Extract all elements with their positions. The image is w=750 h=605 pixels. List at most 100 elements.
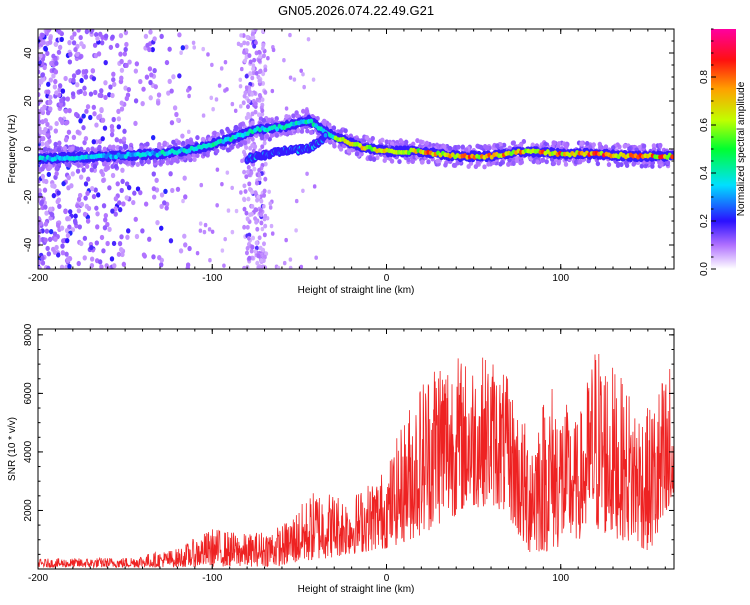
spectrogram-halo-point [85,147,91,153]
spectrogram-noise-point [46,89,51,95]
spectrogram-noise-point [250,203,255,209]
spectrogram-halo-point [84,163,90,169]
spectrogram-noise-point [191,40,196,45]
spectrogram-noise-point [253,101,258,107]
spectrogram-noise-point [60,250,66,256]
spectrogram-noise-point [79,146,84,152]
spectrogram-noise-point [117,241,123,247]
spectrogram-noise-point [253,40,258,46]
spectrogram-noise-point [91,104,97,110]
spectrogram-noise-point [126,185,132,191]
spectrogram-noise-point [89,262,95,269]
spectrogram-noise-point [271,47,276,53]
spectrogram-noise-point [76,196,82,203]
spectrogram-noise-point [53,78,58,85]
spectrogram-noise-point [75,129,80,135]
spectrogram-noise-point [257,172,262,178]
spectrogram-noise-point [47,99,53,106]
spectrogram-noise-point [258,68,263,74]
spectrogram-noise-point [108,84,113,90]
spectrogram-noise-point [140,101,145,107]
spectrogram-noise-point [292,77,297,82]
spectrogram-noise-point [259,220,264,226]
spectrogram-noise-point [256,265,261,269]
spectrogram-halo-point [531,159,536,165]
spectrogram-noise-point [42,187,48,193]
spectrogram-noise-point [103,94,108,101]
spectrogram-noise-point [261,241,266,247]
spectrogram-noise-point [141,252,147,258]
snr-x-tick-label: -200 [28,573,48,584]
spectrogram-noise-point [82,85,87,91]
spectrogram-noise-point [38,259,42,265]
spectrogram-x-tick-label: 0 [384,273,390,284]
spectrogram-noise-point [44,228,50,234]
spectrogram-noise-point [70,227,76,233]
spectrogram-noise-point [230,229,235,235]
spectrogram-halo-point [511,161,516,167]
spectrogram-halo-point [327,138,333,144]
spectrogram-y-tick-label: 40 [23,47,34,59]
spectrogram-halo-point [658,142,663,148]
spectrogram-halo-point [261,117,267,123]
spectrogram-noise-point [276,265,281,269]
spectrogram-noise-point [75,82,80,88]
spectrogram-y-axis-label: Frequency (Hz) [7,115,18,184]
spectrogram-noise-point [99,40,105,46]
spectrogram-noise-point [314,255,318,260]
spectrogram-noise-point [115,42,120,49]
spectrogram-noise-point [124,95,129,102]
spectrogram-x-ticks: -200 -100 0 100 [28,29,666,284]
spectrogram-noise-point [215,167,220,172]
spectrogram-noise-point [183,194,188,200]
spectrogram-noise-point [244,250,249,256]
spectrogram-noise-point [112,81,117,87]
spectrogram-noise-point [81,113,86,119]
spectrogram-noise-point [116,251,122,257]
spectrogram-halo-point [622,143,627,149]
spectrogram-noise-point [176,117,180,123]
spectrogram-noise-point [244,85,249,90]
spectrogram-noise-point [78,34,83,41]
spectrogram-noise-point [257,78,262,84]
spectrogram-noise-point [100,136,105,142]
spectrogram-noise-point [246,169,250,175]
spectrogram-noise-point [57,44,63,50]
spectrogram-noise-point [103,217,108,223]
spectrogram-halo-point [584,141,590,147]
spectrogram-noise-point [54,90,59,96]
spectrogram-noise-point [82,211,88,217]
spectrogram-noise-point [101,177,106,184]
spectrogram-noise-point [101,203,107,209]
spectrogram-noise-point [110,34,115,40]
spectrogram-noise-point [38,137,41,143]
spectrogram-halo-point [419,159,425,165]
spectrogram-noise-point [225,170,230,175]
spectrogram-noise-point [55,222,61,228]
spectrogram-noise-point [238,77,243,82]
spectrogram-noise-point [262,140,267,146]
spectrogram-noise-point [263,90,268,95]
spectrogram-halo-point [64,161,70,167]
spectrogram-noise-point [299,68,303,73]
spectrogram-noise-point [256,253,261,259]
spectrogram-halo-point [287,129,293,135]
spectrogram-noise-point [60,88,66,94]
spectrogram-noise-point [202,229,207,235]
spectrogram-noise-point [40,72,45,78]
snr-plot-area [38,329,674,569]
spectrogram-noise-point [167,46,172,52]
spectrogram-noise-point [211,107,215,112]
spectrogram-noise-point [263,161,268,167]
spectrogram-noise-point [99,234,105,241]
spectrogram-noise-point [44,141,49,147]
spectrogram-halo-point [501,142,507,148]
spectrogram-halo-point [460,144,466,150]
spectrogram-noise-point [185,262,191,268]
spectrogram-halo-point [410,141,416,147]
spectrogram-noise-point [302,84,306,90]
spectrogram-noise-point [95,211,100,217]
spectrogram-halo-point [540,157,546,163]
spectrogram-noise-point [260,108,265,114]
colorbar-tick-label: 0.2 [699,214,710,228]
